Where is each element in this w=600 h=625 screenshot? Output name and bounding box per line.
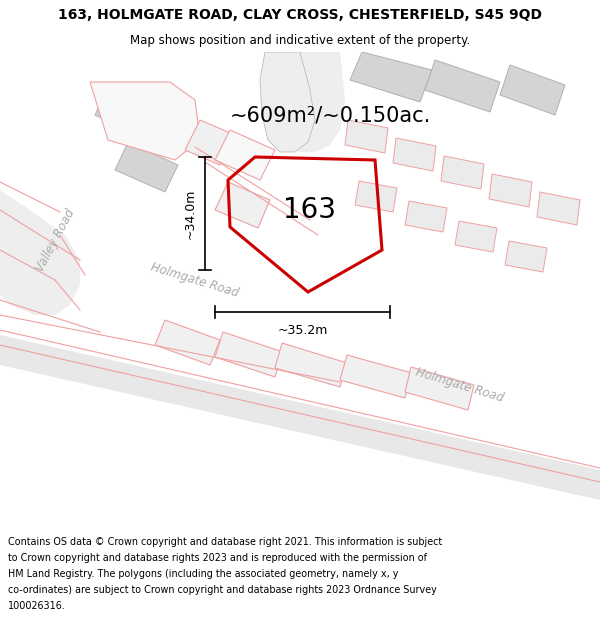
Text: 163, HOLMGATE ROAD, CLAY CROSS, CHESTERFIELD, S45 9QD: 163, HOLMGATE ROAD, CLAY CROSS, CHESTERF… (58, 8, 542, 21)
Text: HM Land Registry. The polygons (including the associated geometry, namely x, y: HM Land Registry. The polygons (includin… (8, 569, 398, 579)
Text: Valley Road: Valley Road (33, 206, 77, 274)
Polygon shape (90, 82, 200, 160)
Polygon shape (155, 320, 220, 365)
Polygon shape (95, 82, 165, 140)
Text: 100026316.: 100026316. (8, 601, 66, 611)
Text: Contains OS data © Crown copyright and database right 2021. This information is : Contains OS data © Crown copyright and d… (8, 537, 442, 547)
Polygon shape (0, 190, 80, 315)
Polygon shape (275, 343, 347, 387)
Text: Holmgate Road: Holmgate Road (415, 366, 506, 404)
Polygon shape (455, 221, 497, 252)
Polygon shape (260, 52, 315, 152)
Polygon shape (185, 120, 235, 165)
Polygon shape (215, 130, 275, 180)
Polygon shape (115, 142, 178, 192)
Polygon shape (215, 332, 283, 377)
Polygon shape (425, 60, 500, 112)
Text: ~609m²/~0.150ac.: ~609m²/~0.150ac. (229, 105, 431, 125)
Polygon shape (350, 52, 432, 102)
Text: Map shows position and indicative extent of the property.: Map shows position and indicative extent… (130, 34, 470, 47)
Polygon shape (215, 182, 270, 228)
Polygon shape (500, 65, 565, 115)
Polygon shape (505, 241, 547, 272)
Polygon shape (489, 174, 532, 207)
Polygon shape (0, 335, 600, 500)
Polygon shape (280, 52, 345, 152)
Polygon shape (405, 201, 447, 232)
Polygon shape (537, 192, 580, 225)
Polygon shape (340, 355, 412, 398)
Text: 163: 163 (284, 196, 337, 224)
Polygon shape (345, 120, 388, 153)
Polygon shape (441, 156, 484, 189)
Polygon shape (405, 367, 474, 410)
Text: co-ordinates) are subject to Crown copyright and database rights 2023 Ordnance S: co-ordinates) are subject to Crown copyr… (8, 585, 437, 595)
Text: Holmgate Road: Holmgate Road (149, 261, 241, 299)
Text: ~34.0m: ~34.0m (184, 188, 197, 239)
Text: ~35.2m: ~35.2m (277, 324, 328, 337)
Text: to Crown copyright and database rights 2023 and is reproduced with the permissio: to Crown copyright and database rights 2… (8, 553, 427, 563)
Polygon shape (355, 181, 397, 212)
Polygon shape (393, 138, 436, 171)
